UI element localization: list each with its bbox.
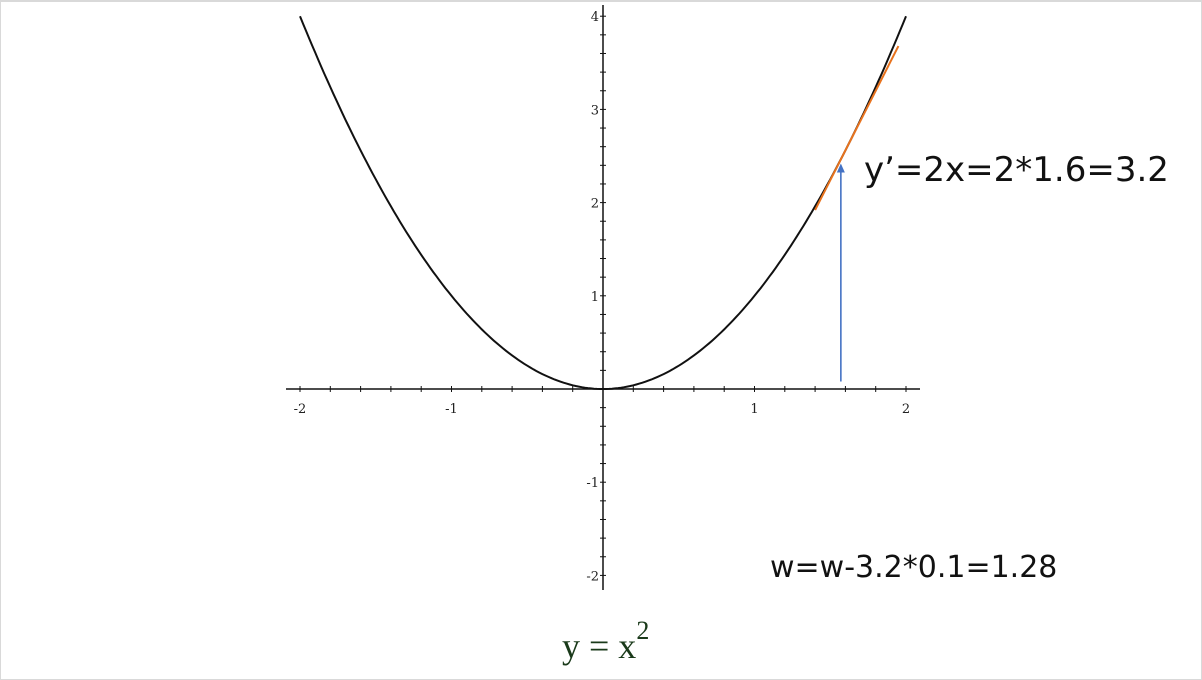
x-tick-label: 1 [750,402,758,417]
y-tick-label: -2 [586,569,599,584]
y-tick-label: 3 [591,103,599,118]
x-tick-label: -1 [445,402,458,417]
parabola-curve [299,15,907,390]
y-tick-label: 4 [591,10,599,25]
x-tick-label: -2 [294,402,307,417]
gradient-arrow-head [836,163,845,173]
y-tick-label: -1 [586,476,599,491]
x-tick-label: 2 [902,402,910,417]
caption-base: y = x [562,626,637,666]
y-tick-label: 1 [591,290,599,305]
caption-exponent: 2 [636,616,650,645]
derivative-annotation: y’=2x=2*1.6=3.2 [864,150,1169,190]
function-caption: y = x2 [562,616,649,667]
update-annotation: w=w-3.2*0.1=1.28 [770,550,1058,585]
tangent-line [814,45,900,211]
y-tick-label: 2 [591,197,599,212]
